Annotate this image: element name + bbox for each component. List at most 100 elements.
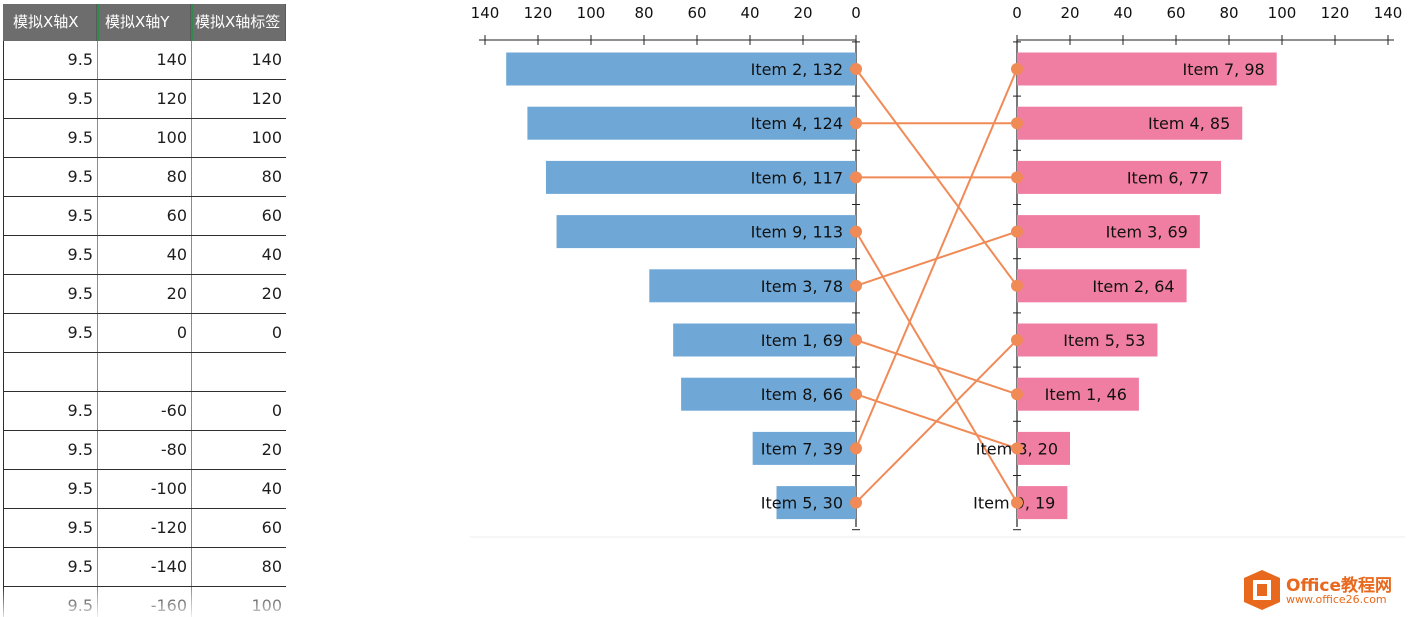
column-header-x[interactable]: 模拟X轴X [3,4,97,41]
table-cell[interactable] [191,353,286,391]
right-connector-dot [1011,279,1023,292]
table-row: 9.5 -80 20 [3,431,286,470]
right-axis-tick-label: 140 [1374,4,1403,22]
left-data-label: Item 2, 132 [751,60,843,79]
table-cell[interactable]: -100 [97,470,191,508]
table-cell[interactable]: -140 [97,548,191,586]
right-connector-dot [1011,171,1023,184]
logo-url: www.office26.com [1286,593,1387,606]
left-connector-dot [850,442,862,455]
table-cell[interactable]: 0 [191,314,286,352]
table-cell[interactable]: -120 [97,509,191,547]
left-data-label: Item 9, 113 [751,223,843,242]
left-bar [545,160,856,194]
table-cell[interactable]: 9.5 [3,158,97,196]
left-bar [506,52,856,86]
left-axis-tick-label: 0 [851,4,861,22]
left-axis-tick-label: 140 [471,4,500,22]
left-bar [527,106,856,140]
table-cell[interactable]: 120 [97,80,191,118]
right-bar [1017,215,1200,249]
table-cell[interactable]: 80 [191,158,286,196]
left-bar [649,269,856,303]
table-row: 9.5 20 20 [3,275,286,314]
table-cell[interactable]: 9.5 [3,197,97,235]
right-connector-dot [1011,63,1023,75]
right-bar [1017,160,1222,194]
table-row [3,353,286,392]
table-cell[interactable]: -60 [97,392,191,430]
table-cell[interactable]: 9.5 [3,236,97,274]
table-cell[interactable]: 80 [191,548,286,586]
table-cell[interactable]: 9.5 [3,548,97,586]
left-data-label: Item 8, 66 [761,385,843,404]
table-cell[interactable]: 9.5 [3,392,97,430]
right-data-label: Item 1, 46 [1045,385,1127,404]
table-cell[interactable] [97,353,191,391]
table-row: 9.5 100 100 [3,119,286,158]
left-connector-dot [850,496,862,509]
table-cell[interactable]: 100 [191,119,286,157]
table-cell[interactable]: 80 [97,158,191,196]
left-axis-tick-label: 100 [577,4,606,22]
logo-title: Office教程网 [1286,576,1393,596]
table-cell[interactable] [3,353,97,391]
table-cell[interactable]: 9.5 [3,470,97,508]
table-cell[interactable]: 9.5 [3,119,97,157]
left-bar [673,323,856,357]
table-cell[interactable]: 9.5 [3,431,97,469]
table-cell[interactable]: 60 [191,197,286,235]
table-cell[interactable]: 40 [191,236,286,274]
left-bar [776,486,856,520]
column-header-label[interactable]: 模拟X轴标签 [191,4,286,41]
table-cell[interactable]: 9.5 [3,509,97,547]
right-data-label: Item 5, 53 [1063,331,1145,350]
left-data-label: Item 6, 117 [751,168,843,187]
left-axis-tick-label: 120 [524,4,553,22]
table-cell[interactable]: 20 [97,275,191,313]
right-bar [1017,269,1187,303]
table-cell[interactable]: 140 [191,41,286,79]
table-cell[interactable]: 9.5 [3,80,97,118]
table-cell[interactable]: -80 [97,431,191,469]
office-logo: Office教程网 www.office26.com [1240,568,1405,614]
table-cell[interactable]: 20 [191,275,286,313]
table-cell[interactable]: 0 [191,392,286,430]
table-cell[interactable]: 60 [191,509,286,547]
table-row: 9.5 40 40 [3,236,286,275]
table-row: 9.5 -100 40 [3,470,286,509]
table-cell[interactable]: 100 [97,119,191,157]
table-cell[interactable]: 40 [97,236,191,274]
right-connector-dot [1011,496,1023,509]
right-bar [1017,52,1277,86]
left-axis-tick-label: 40 [740,4,759,22]
table-row: 9.5 -120 60 [3,509,286,548]
table-cell[interactable]: 60 [97,197,191,235]
right-connector-dot [1011,225,1023,238]
connector-line [855,339,1018,504]
left-data-label: Item 7, 39 [761,439,843,458]
right-data-label: Item 4, 85 [1148,114,1230,133]
right-data-label: Item 6, 77 [1127,168,1209,187]
right-bar [1017,486,1068,520]
right-connector-dot [1011,442,1023,455]
table-cell[interactable]: 20 [191,431,286,469]
left-connector-dot [850,63,862,75]
table-cell[interactable]: 140 [97,41,191,79]
connector-line [855,68,1018,449]
table-cell[interactable]: 9.5 [3,314,97,352]
table-cell[interactable]: 40 [191,470,286,508]
table-cell[interactable]: 0 [97,314,191,352]
table-cell[interactable]: 120 [191,80,286,118]
left-connector-dot [850,334,862,346]
column-header-row: 模拟X轴X 模拟X轴Y 模拟X轴标签 [3,4,286,41]
table-cell[interactable]: 9.5 [3,41,97,79]
right-bar [1017,323,1158,357]
column-header-y[interactable]: 模拟X轴Y [97,4,191,41]
right-data-label: Item 3, 69 [1106,223,1188,242]
right-connector-dot [1011,388,1023,401]
table-cell[interactable]: 9.5 [3,275,97,313]
left-bar [556,215,856,249]
right-axis-tick-label: 0 [1012,4,1022,22]
